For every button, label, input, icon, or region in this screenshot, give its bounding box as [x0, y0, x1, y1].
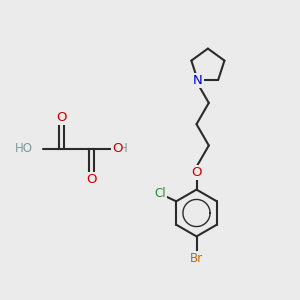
- Text: O: O: [191, 166, 202, 179]
- Text: N: N: [193, 74, 202, 87]
- Text: O: O: [86, 172, 97, 186]
- Text: HO: HO: [15, 142, 33, 155]
- Text: H: H: [118, 142, 127, 155]
- Text: O: O: [56, 111, 67, 124]
- Text: Br: Br: [190, 252, 203, 265]
- Text: O: O: [112, 142, 122, 155]
- Text: Cl: Cl: [155, 187, 167, 200]
